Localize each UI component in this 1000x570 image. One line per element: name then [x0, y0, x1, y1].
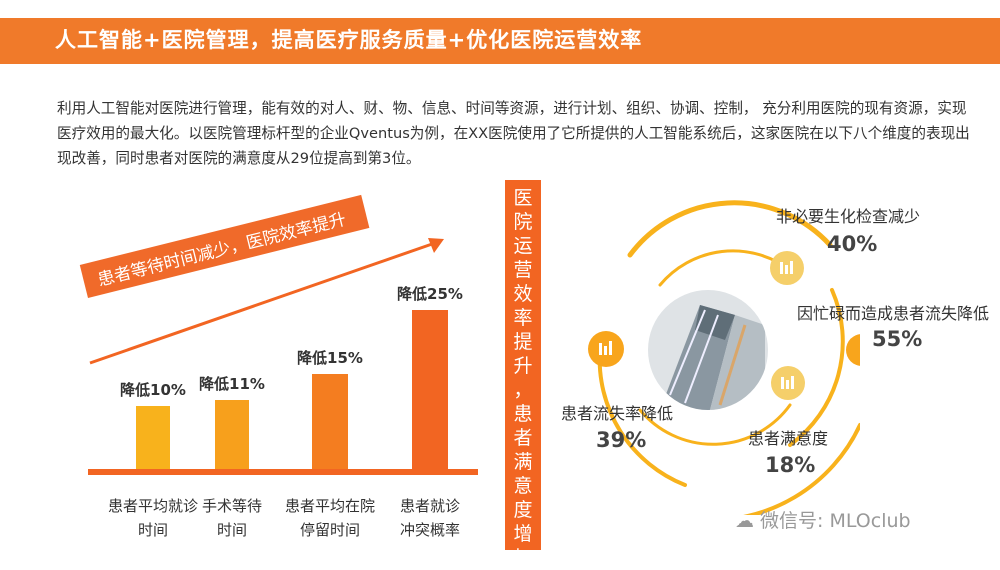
summary-char: 升: [513, 355, 533, 377]
bar-category-3: 患者平均在院 停留时间: [284, 497, 375, 539]
bar-value-label-2: 降低11%: [199, 374, 265, 393]
metric-label-4: 患者满意度: [748, 429, 829, 448]
bar-3: [312, 374, 348, 470]
summary-char: 度: [513, 499, 533, 521]
summary-vertical-text: 医院运营效率提升，患者满意度增加: [505, 186, 541, 570]
summary-char: 者: [513, 427, 533, 449]
summary-char: 营: [513, 259, 533, 281]
wechat-icon: ☁: [735, 510, 761, 532]
metric-label-1: 非必要生化检查减少: [776, 207, 921, 226]
watermark-text: 微信号: MLOclub: [760, 510, 911, 532]
ring-diagram: [588, 200, 860, 515]
summary-char: 患: [513, 403, 533, 425]
bar-1: [136, 406, 170, 470]
summary-vertical-box: 医院运营效率提升，患者满意度增加: [505, 180, 541, 569]
chart-icon-left: [588, 331, 624, 367]
bar-category-2: 手术等待 时间: [201, 497, 262, 539]
bar-2: [215, 399, 249, 470]
metric-pct-4: 18%: [765, 453, 816, 477]
metric-label-2: 因忙碌而造成患者流失降低: [797, 304, 990, 323]
bar-value-label-1: 降低10%: [120, 381, 186, 399]
bar-category-4: 患者就诊 冲突概率: [399, 497, 460, 539]
summary-char: 效: [513, 283, 533, 305]
summary-char: 医: [513, 187, 533, 209]
summary-char: 院: [513, 211, 533, 233]
metric-pct-1: 40%: [827, 232, 878, 256]
chart-icon-right: [846, 334, 860, 366]
chart-icon-bottom: [771, 366, 805, 400]
summary-char: 增: [513, 523, 533, 545]
summary-char: 意: [513, 475, 533, 497]
summary-char: 加: [513, 547, 533, 569]
bar-4: [412, 310, 448, 470]
trend-arrow: [89, 238, 444, 365]
summary-char: 率: [513, 307, 533, 329]
chart-icon-top: [770, 251, 804, 285]
metric-label-3: 患者流失率降低: [561, 404, 674, 423]
header-bar: 人工智能+医院管理，提高医疗服务质量+优化医院运营效率: [0, 18, 1000, 64]
summary-char: 满: [513, 451, 533, 473]
summary-char: ，: [513, 379, 533, 401]
bar-value-label-3: 降低15%: [297, 349, 363, 367]
summary-char: 运: [513, 235, 533, 257]
chart-baseline: [88, 469, 478, 475]
bar-value-label-4: 降低25%: [397, 285, 463, 303]
metric-pct-2: 55%: [872, 327, 923, 351]
metric-pct-3: 39%: [596, 428, 647, 452]
intro-paragraph: 利用人工智能对医院进行管理，能有效的对人、财、物、信息、时间等资源，进行计划、组…: [57, 100, 970, 167]
building-photo: [648, 290, 768, 410]
page-title: 人工智能+医院管理，提高医疗服务质量+优化医院运营效率: [55, 28, 643, 52]
bar-category-1: 患者平均就诊 时间: [107, 497, 198, 539]
watermark: ☁ 微信号: MLOclub: [735, 506, 911, 533]
summary-char: 提: [513, 331, 533, 353]
